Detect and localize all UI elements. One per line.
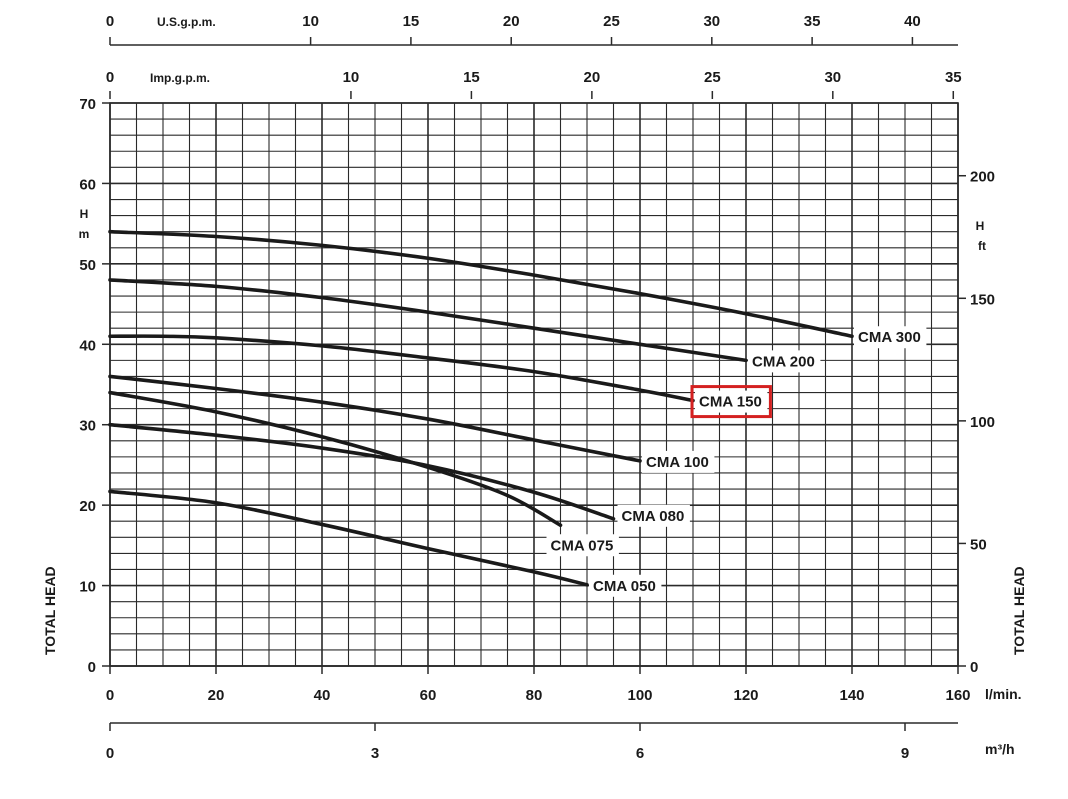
y-tick-label: 0: [88, 659, 96, 676]
x-tick-label: 160: [945, 687, 970, 704]
usgpm-tick-label: 40: [904, 13, 921, 30]
curve-label: CMA 080: [622, 508, 685, 525]
x-tick-label: 20: [208, 687, 225, 704]
pump-curves: [108, 229, 854, 587]
usgpm-tick-label: 0: [106, 13, 114, 30]
y-unit-m: m: [79, 227, 90, 241]
curve-label: CMA 200: [752, 353, 815, 370]
y-tick-label: 40: [79, 337, 96, 354]
x-tick-label: 0: [106, 687, 114, 704]
y-unit-h-right: H: [976, 219, 985, 233]
usgpm-tick-label: 30: [703, 13, 720, 30]
left-y-axis-label: TOTAL HEAD: [42, 566, 58, 655]
right-y-axis-label: TOTAL HEAD: [1011, 566, 1027, 655]
x-tick-label: 40: [314, 687, 331, 704]
impgpm-tick-label: 35: [945, 69, 962, 86]
usgpm-tick-label: 25: [603, 13, 620, 30]
y-tick-label: 60: [79, 176, 96, 193]
y-tick-label: 50: [79, 257, 96, 274]
curve-label: CMA 150: [699, 394, 762, 411]
ft-tick-label: 100: [970, 414, 995, 431]
top-impgpm-axis: Imp.g.p.m.: [150, 71, 210, 85]
x-tick-label: 120: [733, 687, 758, 704]
y-unit-ft: ft: [978, 239, 986, 253]
ft-tick-label: 200: [970, 169, 995, 186]
x-axis-label: l/min.: [985, 686, 1022, 702]
highlight-box: [690, 385, 772, 419]
x-tick-label: 100: [627, 687, 652, 704]
m3h-tick-label: 3: [371, 745, 379, 762]
curve-label-bg: [642, 450, 715, 473]
curve-labels: CMA 300 CMA 200 CMA 150 CMA 100 CMA 080 CMA 0…: [546, 326, 927, 597]
ft-tick-label: 50: [970, 536, 987, 553]
impgpm-tick-label: 20: [584, 69, 601, 86]
y-tick-label: 30: [79, 418, 96, 435]
curve-label-bg: [748, 350, 821, 373]
pump-curve-cma-080: [108, 422, 616, 521]
usgpm-tick-label: 20: [503, 13, 520, 30]
curve-label: CMA 100: [646, 454, 709, 471]
m3h-tick-label: 6: [636, 745, 644, 762]
pump-curve-cma-050: [108, 489, 589, 587]
m3h-tick-label: 9: [901, 745, 909, 762]
pump-curve-cma-300: [108, 229, 854, 339]
curve-label: CMA 075: [551, 537, 614, 554]
curve-label-bg: [589, 574, 662, 597]
x-tick-label: 140: [839, 687, 864, 704]
curve-label-bg: [617, 504, 690, 527]
pump-curve-cma-075: [108, 390, 563, 528]
impgpm-tick-label: 25: [704, 69, 721, 86]
pump-curve-cma-150: [108, 334, 695, 403]
x-tick-label: 60: [420, 687, 437, 704]
usgpm-tick-label: 15: [403, 13, 420, 30]
y-tick-label: 70: [79, 96, 96, 113]
ft-tick-label: 150: [970, 291, 995, 308]
impgpm-tick-label: 15: [463, 69, 480, 86]
impgpm-axis-label: Imp.g.p.m.: [150, 71, 210, 85]
x-tick-label: 80: [526, 687, 543, 704]
plot-grid: [109, 102, 959, 667]
m3h-axis-label: m³/h: [985, 741, 1015, 757]
curve-label-bg: [854, 326, 927, 349]
curve-label: CMA 300: [858, 329, 921, 346]
ft-tick-label: 0: [970, 659, 978, 676]
curve-label: CMA 050: [593, 578, 656, 595]
usgpm-axis-label: U.S.g.p.m.: [157, 15, 216, 29]
top-usgpm-axis: U.S.g.p.m.: [157, 15, 216, 29]
usgpm-tick-label: 10: [302, 13, 319, 30]
impgpm-tick-label: 0: [106, 69, 114, 86]
curve-label-bg: [695, 390, 768, 413]
y-tick-label: 20: [79, 498, 96, 515]
m3h-tick-label: 0: [106, 745, 114, 762]
pump-curve-cma-200: [108, 278, 748, 363]
y-tick-label: 10: [79, 579, 96, 596]
pump-curve-cma-100: [108, 374, 642, 463]
curve-label-bg: [546, 534, 619, 557]
impgpm-tick-label: 10: [343, 69, 360, 86]
y-unit-h: H: [80, 207, 89, 221]
usgpm-tick-label: 35: [804, 13, 821, 30]
impgpm-tick-label: 30: [824, 69, 841, 86]
